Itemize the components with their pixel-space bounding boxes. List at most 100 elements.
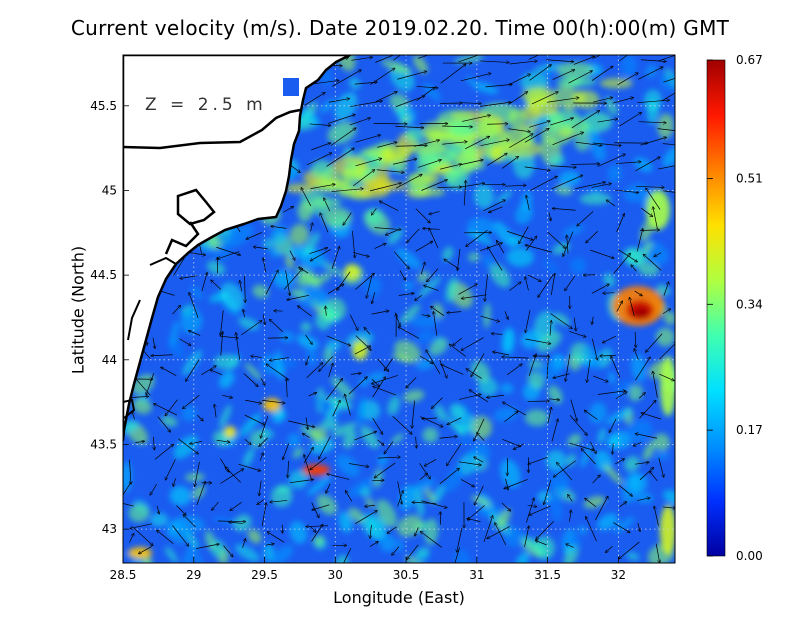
velocity-arrow	[488, 206, 503, 213]
velocity-arrow	[568, 494, 573, 502]
velocity-arrow	[262, 314, 265, 324]
velocity-arrow	[502, 357, 529, 358]
velocity-arrow	[483, 200, 505, 212]
velocity-arrow	[397, 490, 404, 507]
velocity-arrow	[223, 545, 233, 557]
velocity-arrow	[354, 431, 376, 441]
velocity-arrow	[639, 467, 654, 481]
velocity-arrow	[421, 180, 447, 191]
velocity-arrow	[129, 533, 133, 543]
speed-patch	[284, 183, 314, 194]
velocity-arrow	[528, 354, 536, 376]
velocity-arrow	[616, 213, 625, 233]
velocity-arrow	[487, 124, 508, 125]
velocity-arrow	[154, 444, 174, 460]
velocity-arrow	[283, 268, 302, 290]
velocity-arrow	[637, 498, 650, 501]
speed-patch	[304, 232, 320, 255]
velocity-arrow	[172, 305, 180, 315]
coastline-inland	[123, 256, 177, 419]
velocity-arrow	[370, 524, 372, 538]
velocity-arrow	[495, 523, 507, 546]
velocity-arrow	[331, 246, 340, 269]
velocity-arrow	[592, 475, 601, 484]
velocity-arrow	[431, 397, 443, 409]
speed-patch	[521, 86, 557, 106]
speed-patch	[605, 96, 618, 116]
speed-patch	[445, 415, 464, 435]
speed-hotspot	[263, 398, 281, 412]
speed-patch	[313, 248, 328, 270]
velocity-arrow	[355, 158, 382, 167]
velocity-arrow	[312, 504, 330, 510]
speed-patch	[220, 282, 245, 311]
speed-patch	[428, 338, 449, 356]
velocity-arrow	[613, 253, 631, 274]
velocity-arrow	[597, 391, 626, 395]
velocity-arrow	[550, 273, 555, 296]
velocity-arrow	[550, 320, 551, 336]
velocity-arrow	[592, 316, 593, 325]
speed-patch	[297, 286, 329, 308]
velocity-arrow	[156, 530, 174, 544]
colorbar-tick-label: 0.17	[736, 423, 763, 437]
speed-patch	[320, 419, 339, 431]
speed-patch	[478, 506, 506, 518]
velocity-arrow	[351, 57, 372, 61]
velocity-arrow	[415, 241, 433, 252]
colorbar-gradient	[706, 59, 726, 557]
velocity-arrow	[319, 436, 331, 459]
velocity-arrow	[654, 252, 662, 257]
velocity-arrow	[503, 402, 527, 416]
velocity-arrow	[372, 377, 386, 398]
velocity-arrow	[419, 355, 433, 364]
velocity-arrow	[658, 165, 675, 170]
velocity-arrow	[372, 292, 376, 303]
velocity-arrow	[242, 539, 246, 548]
colorbar-ticks: 0.67 0.51 0.34 0.17 0.00	[707, 53, 763, 563]
velocity-arrow	[183, 515, 196, 528]
velocity-arrow	[393, 251, 409, 269]
velocity-arrow	[364, 327, 371, 335]
speed-patch	[150, 512, 169, 527]
velocity-arrow	[527, 274, 541, 282]
speed-patch	[589, 402, 607, 424]
velocity-arrow	[348, 463, 369, 466]
y-axis-label: Latitude (North)	[68, 245, 88, 375]
velocity-arrow	[502, 156, 518, 169]
x-axis-ticks: 28.5 29 29.5 30 30.5 31 31.5 32	[110, 557, 626, 582]
colorbar-tick-label: 0.00	[736, 549, 763, 563]
velocity-arrow	[477, 433, 485, 441]
y-tick-label: 44.5	[90, 268, 117, 282]
speed-patch	[628, 473, 648, 493]
velocity-arrow	[638, 122, 667, 123]
colorbar: 0.67 0.51 0.34 0.17 0.00	[706, 53, 763, 563]
y-tick-label: 43.5	[90, 437, 117, 451]
velocity-arrow	[130, 523, 152, 529]
velocity-arrow	[457, 248, 461, 271]
velocity-arrow	[426, 350, 441, 374]
velocity-arrow	[309, 124, 331, 126]
velocity-arrow	[415, 527, 419, 536]
velocity-arrow	[371, 208, 377, 215]
speed-patch	[289, 521, 308, 544]
velocity-arrow	[259, 453, 263, 461]
velocity-arrow	[243, 309, 245, 318]
velocity-arrow	[508, 92, 528, 105]
speed-patch	[415, 547, 430, 559]
velocity-arrow	[439, 359, 447, 378]
velocity-arrow	[392, 546, 400, 556]
velocity-arrow	[372, 417, 383, 434]
velocity-arrow	[415, 208, 430, 223]
speed-patch	[493, 407, 519, 422]
speed-patch	[563, 102, 576, 111]
velocity-arrow	[399, 270, 406, 280]
velocity-arrow	[619, 485, 632, 497]
y-tick-label: 45.5	[90, 99, 117, 113]
speed-patch	[128, 503, 150, 523]
speed-patch	[445, 276, 458, 303]
velocity-arrow	[569, 415, 587, 435]
velocity-arrow	[442, 126, 472, 127]
velocity-arrow	[244, 438, 251, 444]
speed-patch	[540, 360, 561, 381]
